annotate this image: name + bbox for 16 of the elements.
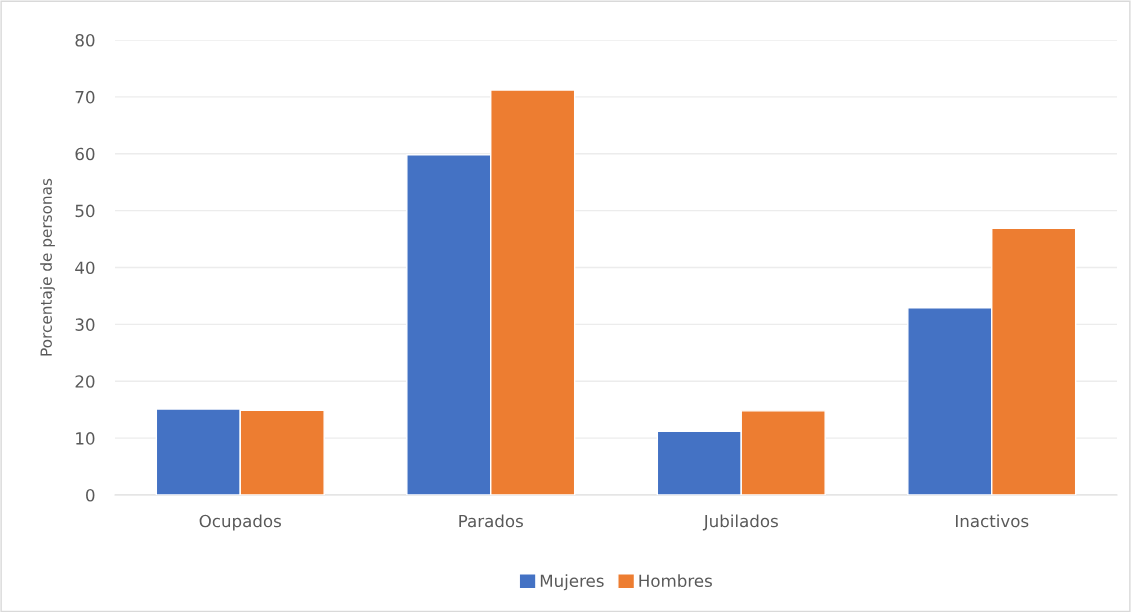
y-tick-label: 10 [76,432,95,445]
y-tick-label: 50 [75,204,95,218]
y-tick-label: 70 [75,90,95,104]
legend-label: Mujeres [540,574,604,591]
y-tick-label: 20 [75,375,95,388]
y-tick-label: 60 [75,147,95,161]
x-tick-label: Ocupados [199,514,281,531]
y-tick-label: 30 [75,318,95,331]
y-axis-title: Porcentaje de personas [40,178,55,356]
y-tick-label: 40 [75,261,95,275]
x-tick-label: Jubilados [702,514,778,531]
x-tick-label: Parados [459,514,523,528]
legend-label: Hombres [639,574,712,588]
y-tick-label: 80 [75,33,95,47]
y-tick-label: 0 [86,488,95,502]
x-tick-label: Inactivos [956,514,1029,528]
